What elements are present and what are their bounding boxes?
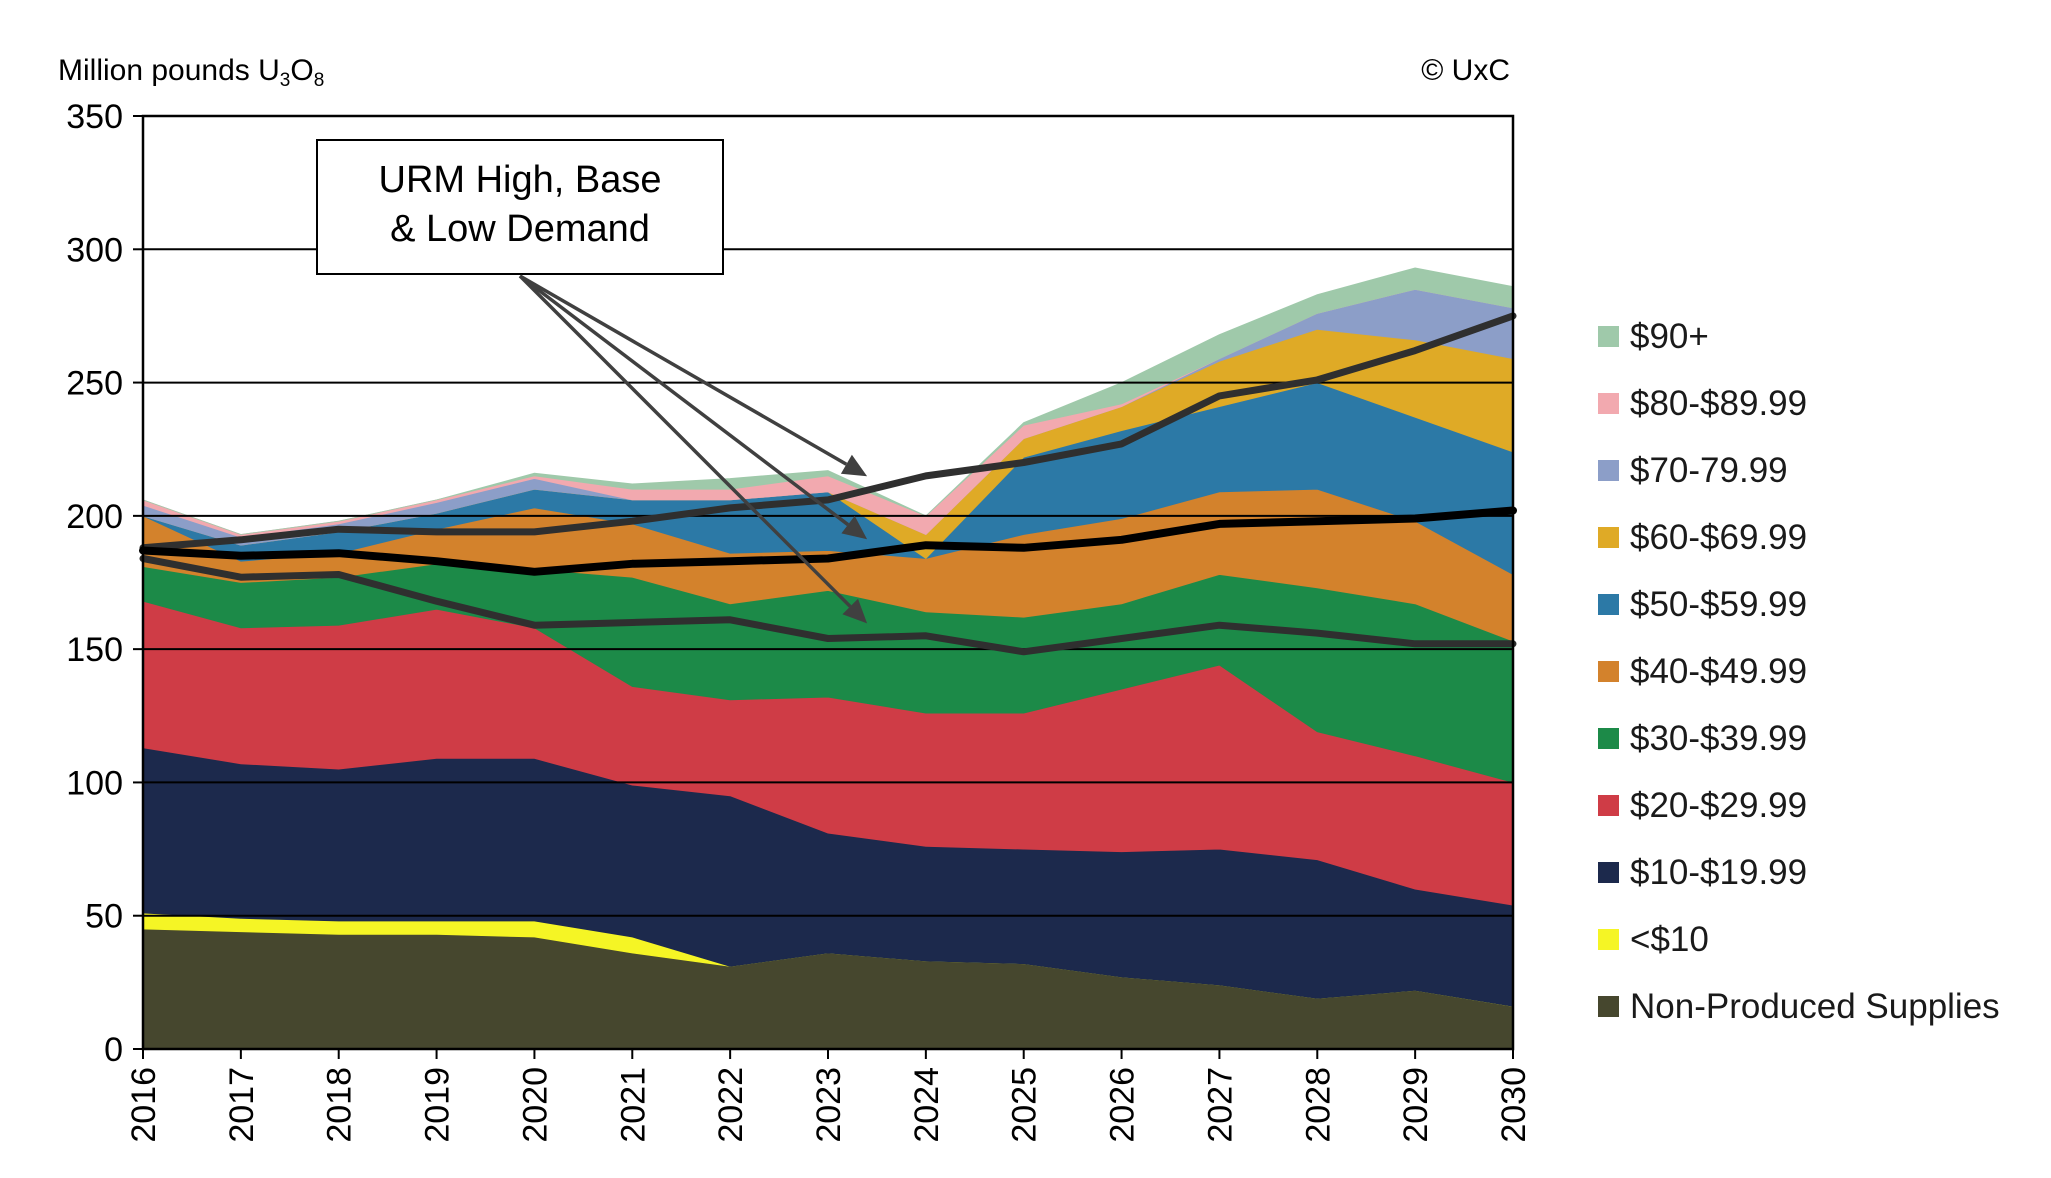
axes [133,114,1515,1059]
legend-swatch-50-59-99 [1598,594,1619,615]
legend-label-20-29-99: $20-$29.99 [1630,786,1807,825]
annotation-arrows [518,274,868,624]
legend-swatch-90-plus [1598,326,1619,347]
legend-swatch-non-produced-supplies [1598,996,1619,1017]
demand-line-urm-high-demand [139,312,1517,552]
legend-label-90-plus: $90+ [1630,317,1709,356]
x-tick-label: 2020 [516,1067,554,1143]
legend-swatch-70-79-99 [1598,460,1619,481]
annotation-arrow-head [842,598,868,624]
legend-swatch-10-19-99 [1598,862,1619,883]
x-tick-label: 2019 [419,1067,457,1143]
legend-label-80-89-99: $80-$89.99 [1630,384,1807,423]
x-tick-label: 2027 [1201,1067,1239,1143]
x-tick-label: 2017 [223,1067,261,1143]
demand-line-urm-base-demand [139,506,1517,576]
annotation-callout: URM High, Base & Low Demand [316,139,724,275]
legend-swatch-20-29-99 [1598,795,1619,816]
x-tick-label: 2022 [712,1067,750,1143]
x-tick-label: 2016 [125,1067,163,1143]
legend-swatch-60-69-99 [1598,527,1619,548]
legend-label-10-19-99: $10-$19.99 [1630,853,1807,892]
y-tick-label: 100 [66,764,123,802]
legend-label-50-59-99: $50-$59.99 [1630,585,1807,624]
annotation-arrow-line [519,274,848,466]
legend-label-30-39-99: $30-$39.99 [1630,719,1807,758]
x-tick-label: 2030 [1495,1067,1533,1143]
y-tick-label: 200 [66,498,123,536]
legend-swatch-80-89-99 [1598,393,1619,414]
legend-swatch-30-39-99 [1598,728,1619,749]
annotation-line-2: & Low Demand [390,208,650,250]
legend-swatch-40-49-99 [1598,661,1619,682]
y-tick-label: 250 [66,365,123,403]
x-tick-label: 2026 [1104,1067,1142,1143]
annotation-line-1: URM High, Base [379,159,662,201]
legend: $90+ $80-$89.99 $70-79.99 $60-$69.99 $50-$59… [1598,317,2000,1026]
copyright-label: © UxC [1421,54,1510,87]
legend-label-lt-10: <$10 [1630,920,1709,959]
y-tick-label: 350 [66,98,123,136]
x-tick-label: 2029 [1397,1067,1435,1143]
y-tick-labels: 0 50 100 150 200 250 300 350 [66,98,123,1069]
annotation-box [316,139,724,275]
demand-lines [139,312,1517,656]
demand-line-urm-low-demand [139,555,1517,656]
x-tick-label: 2018 [321,1067,359,1143]
x-tick-label: 2024 [908,1067,946,1143]
y-tick-label: 50 [85,898,123,936]
legend-label-40-49-99: $40-$49.99 [1630,652,1807,691]
x-tick-label: 2023 [810,1067,848,1143]
legend-label-70-79-99: $70-79.99 [1630,451,1788,490]
x-tick-labels: 2016 2017 2018 2019 2020 2021 2022 2023 2024 2025… [125,1067,1533,1143]
legend-label-non-produced-supplies: Non-Produced Supplies [1630,987,2000,1026]
legend-swatch-lt-10 [1598,929,1619,950]
annotation-arrow-head [841,515,868,540]
x-tick-label: 2021 [614,1067,652,1143]
y-tick-label: 300 [66,231,123,269]
annotation-arrow-head [840,454,868,477]
y-axis-unit-label: Million pounds U3O8 [58,54,324,91]
legend-label-60-69-99: $60-$69.99 [1630,518,1807,557]
annotation-arrow-line [518,274,852,608]
x-tick-label: 2028 [1299,1067,1337,1143]
stacked-areas [142,267,1514,1050]
x-tick-label: 2025 [1006,1067,1044,1143]
annotation-arrow-line [518,274,850,527]
y-tick-label: 150 [66,631,123,669]
y-tick-label: 0 [104,1031,123,1069]
